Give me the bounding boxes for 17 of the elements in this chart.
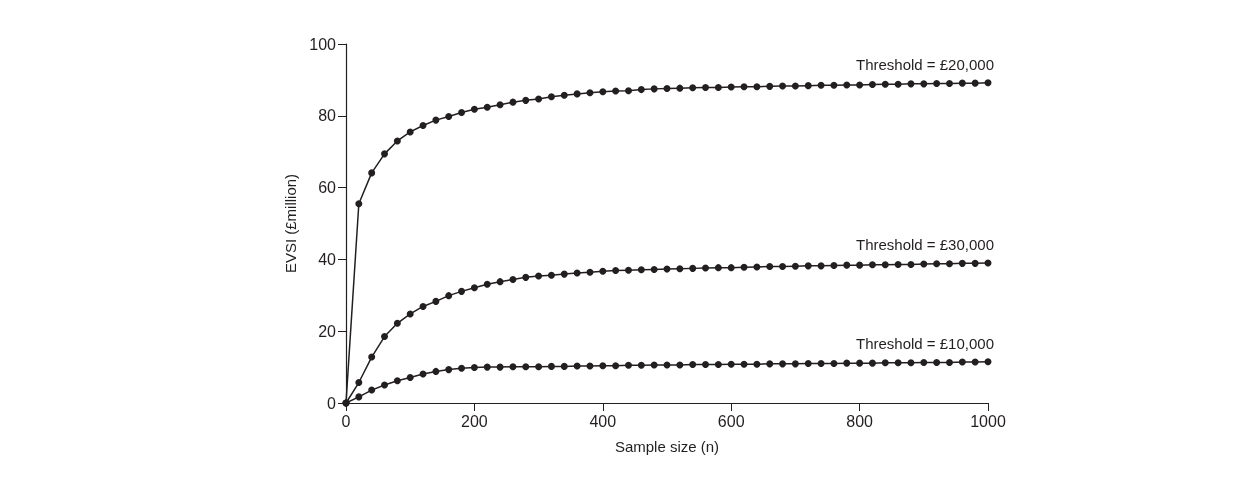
x-tick-label: 800	[846, 412, 874, 430]
x-tick-label: 200	[461, 412, 488, 430]
y-tick-label: 60	[318, 179, 337, 197]
y-tick-label: 0	[327, 394, 337, 412]
y-tick-label: 20	[318, 322, 337, 340]
series-label: Threshold = £20,000	[855, 56, 994, 74]
y-axis-title: EVSI (£million)	[282, 173, 299, 274]
series-label: Threshold = £10,000	[855, 335, 994, 353]
y-tick-label: 100	[309, 35, 337, 53]
x-tick-label: 400	[589, 412, 617, 430]
x-tick-label: 600	[717, 412, 745, 430]
x-tick-label: 1000	[970, 412, 1006, 430]
series-label: Threshold = £30,000	[855, 236, 994, 254]
x-tick-label: 0	[341, 412, 351, 430]
y-tick-label: 80	[318, 107, 337, 125]
x-axis-title: Sample size (n)	[614, 438, 720, 455]
y-tick-label: 40	[318, 250, 337, 268]
